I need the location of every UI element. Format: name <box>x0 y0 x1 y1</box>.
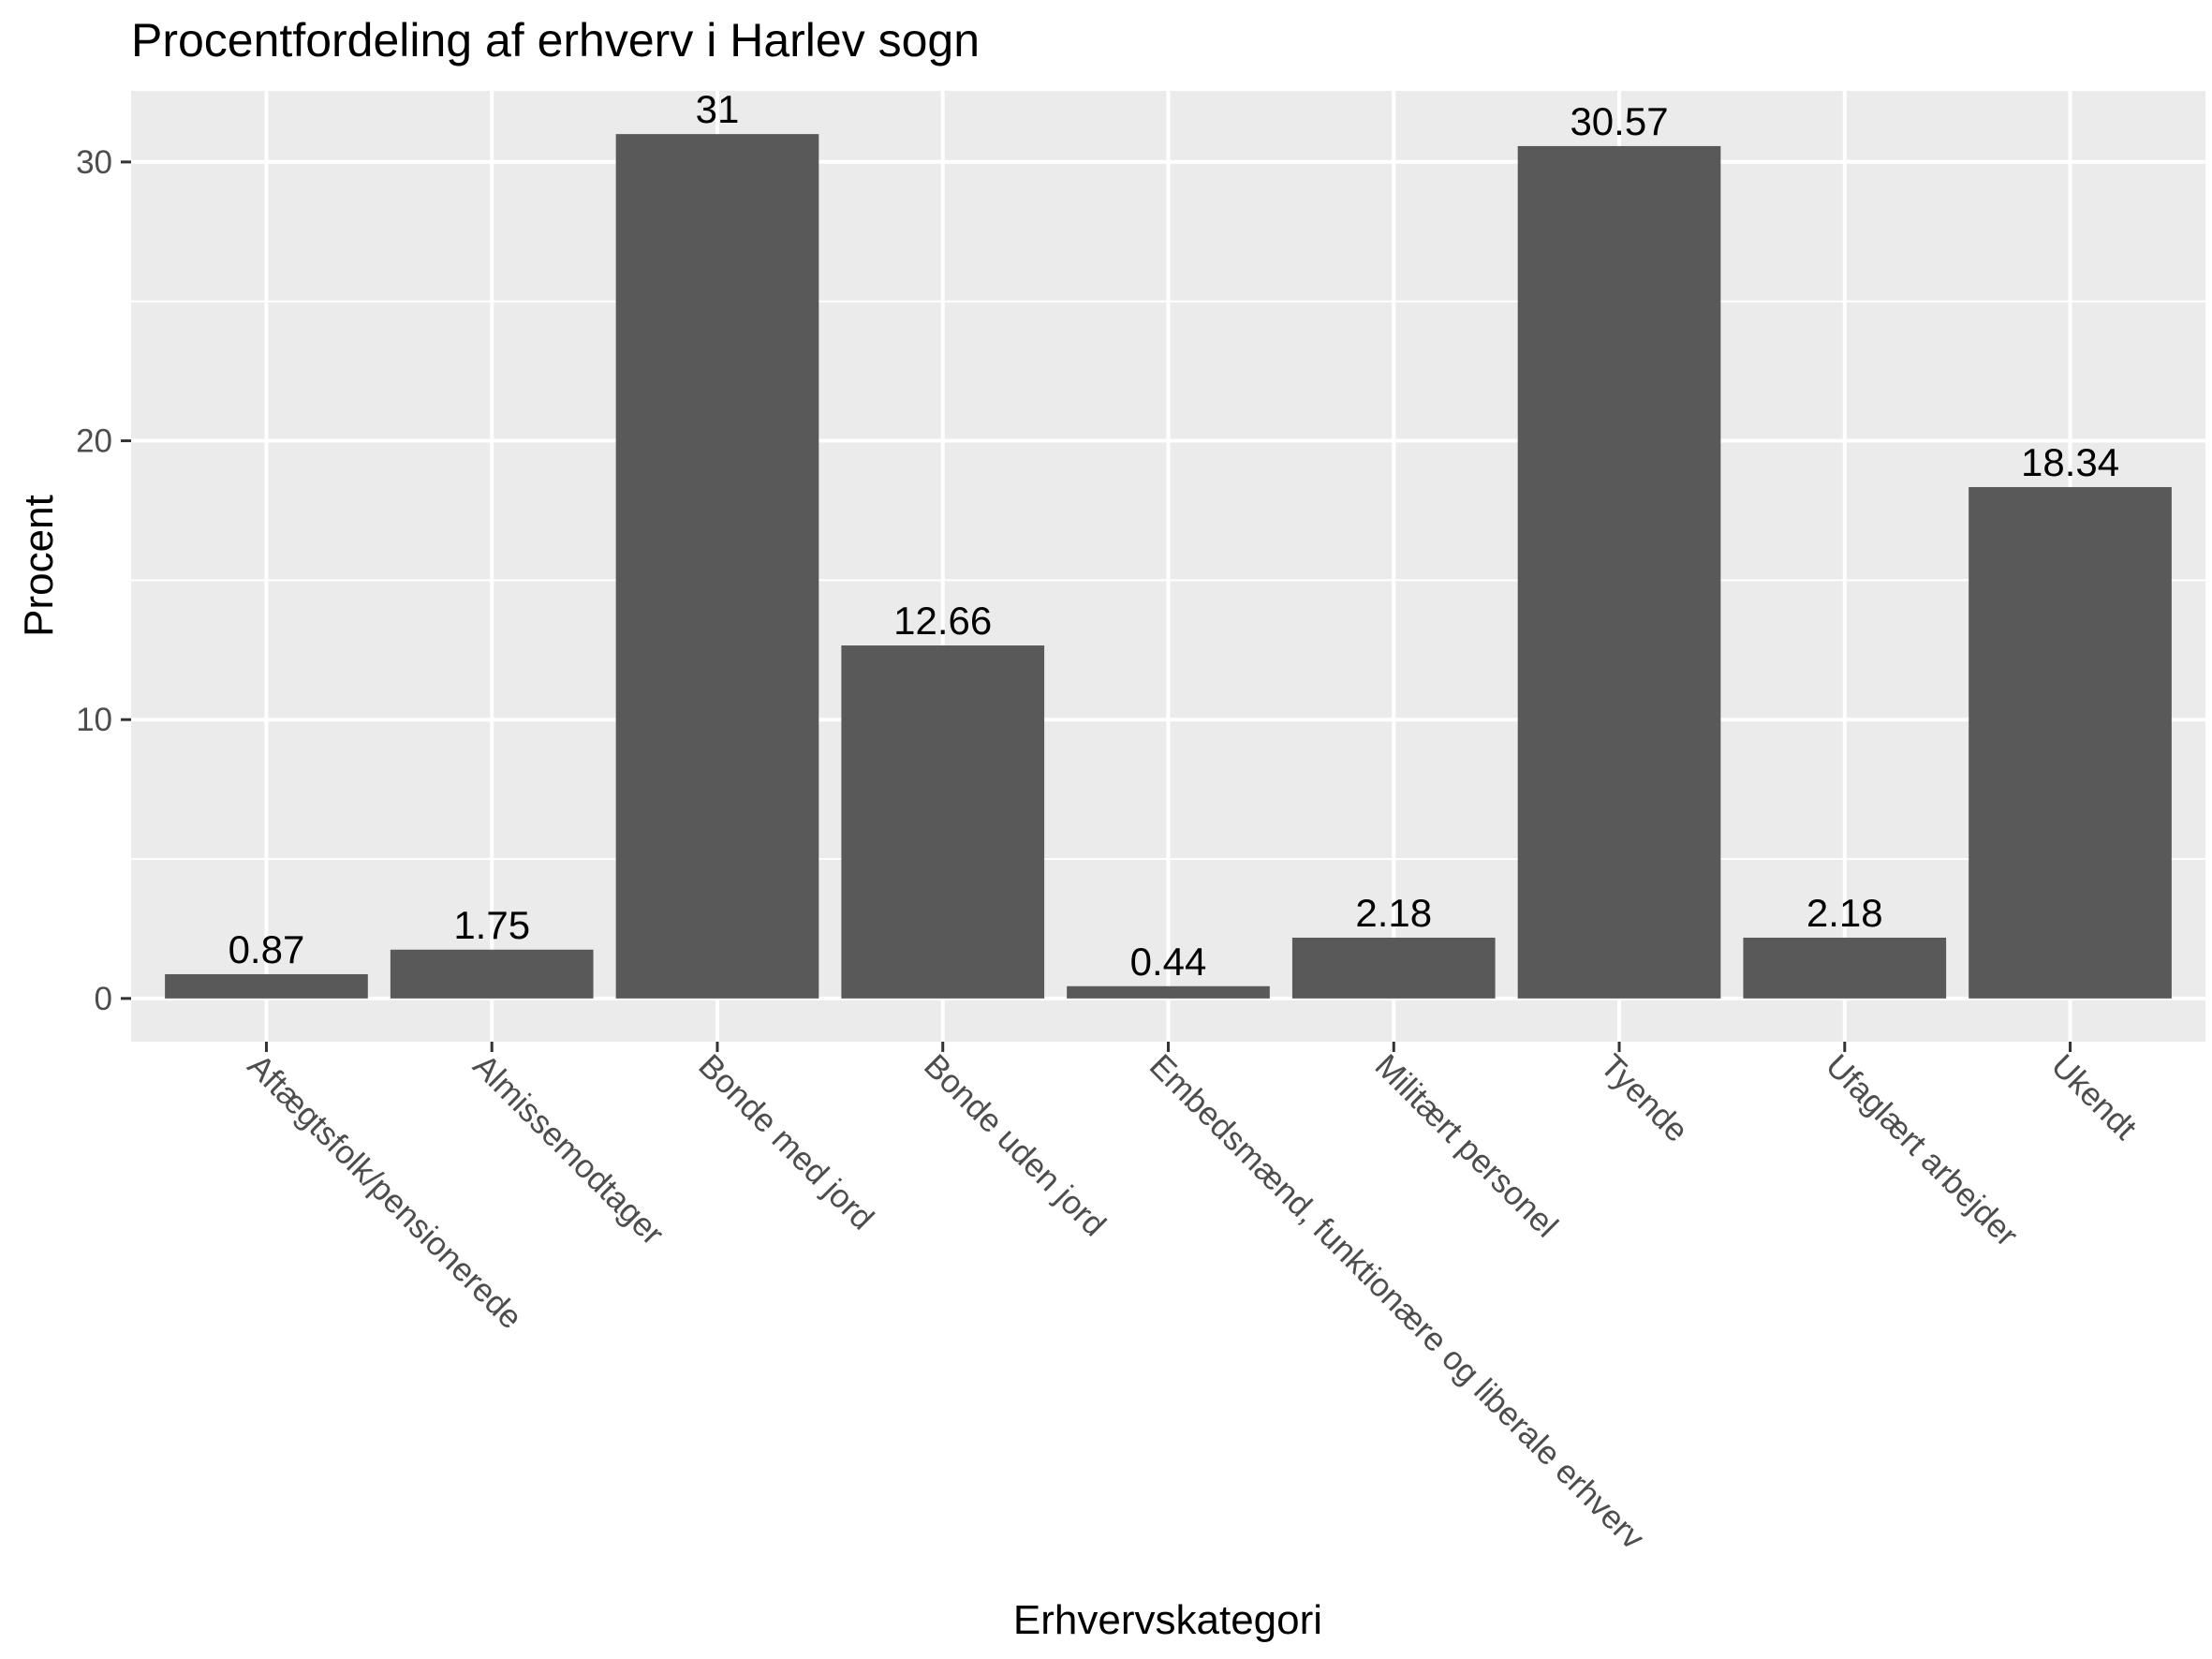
x-tick-label: Bonde med jord <box>691 1047 880 1237</box>
data-label: 30.57 <box>1570 99 1668 143</box>
bar <box>165 973 368 999</box>
y-tick-label: 10 <box>76 702 112 738</box>
bar <box>390 949 594 999</box>
data-labels: 0.87 1.75 31 12.66 0.44 2.18 30.57 2.18 18.34 <box>229 87 2120 984</box>
data-label: 0.44 <box>1130 940 1207 984</box>
y-tick-label: 30 <box>76 144 112 181</box>
y-axis-title: Procent <box>16 495 62 637</box>
data-label: 12.66 <box>893 599 992 643</box>
bar <box>1517 145 1721 999</box>
bars <box>165 134 2172 999</box>
data-label: 18.34 <box>2021 440 2119 484</box>
bar <box>1743 937 1947 999</box>
x-tick-label: Bonde uden jord <box>917 1047 1113 1243</box>
data-label: 2.18 <box>1355 891 1432 935</box>
data-label: 31 <box>696 87 740 131</box>
y-axis: 0 10 20 30 <box>76 144 131 1017</box>
x-tick-label: Ukendt <box>2044 1047 2144 1147</box>
bar <box>1291 937 1496 999</box>
y-tick-label: 20 <box>76 423 112 460</box>
y-tick-label: 0 <box>95 981 112 1017</box>
x-tick-label: Militært personel <box>1368 1047 1566 1245</box>
bar <box>1067 985 1270 999</box>
bar <box>615 134 819 999</box>
data-label: 0.87 <box>229 927 305 971</box>
x-tick-label: Almissemodtager <box>466 1047 671 1252</box>
data-label: 1.75 <box>453 903 530 947</box>
x-tick-label: Embedsmænd, funktionære og liberale erhv… <box>1143 1047 1652 1557</box>
data-label: 2.18 <box>1806 891 1883 935</box>
chart-title: Procentfordeling af erhverv i Harlev sog… <box>131 14 980 67</box>
bar <box>1969 486 2172 999</box>
x-axis-title: Erhvervskategori <box>1013 1597 1322 1643</box>
x-tick-label: Ufaglært arbejder <box>1819 1047 2025 1253</box>
bar <box>841 645 1045 999</box>
x-tick-label: Tyende <box>1593 1047 1695 1149</box>
